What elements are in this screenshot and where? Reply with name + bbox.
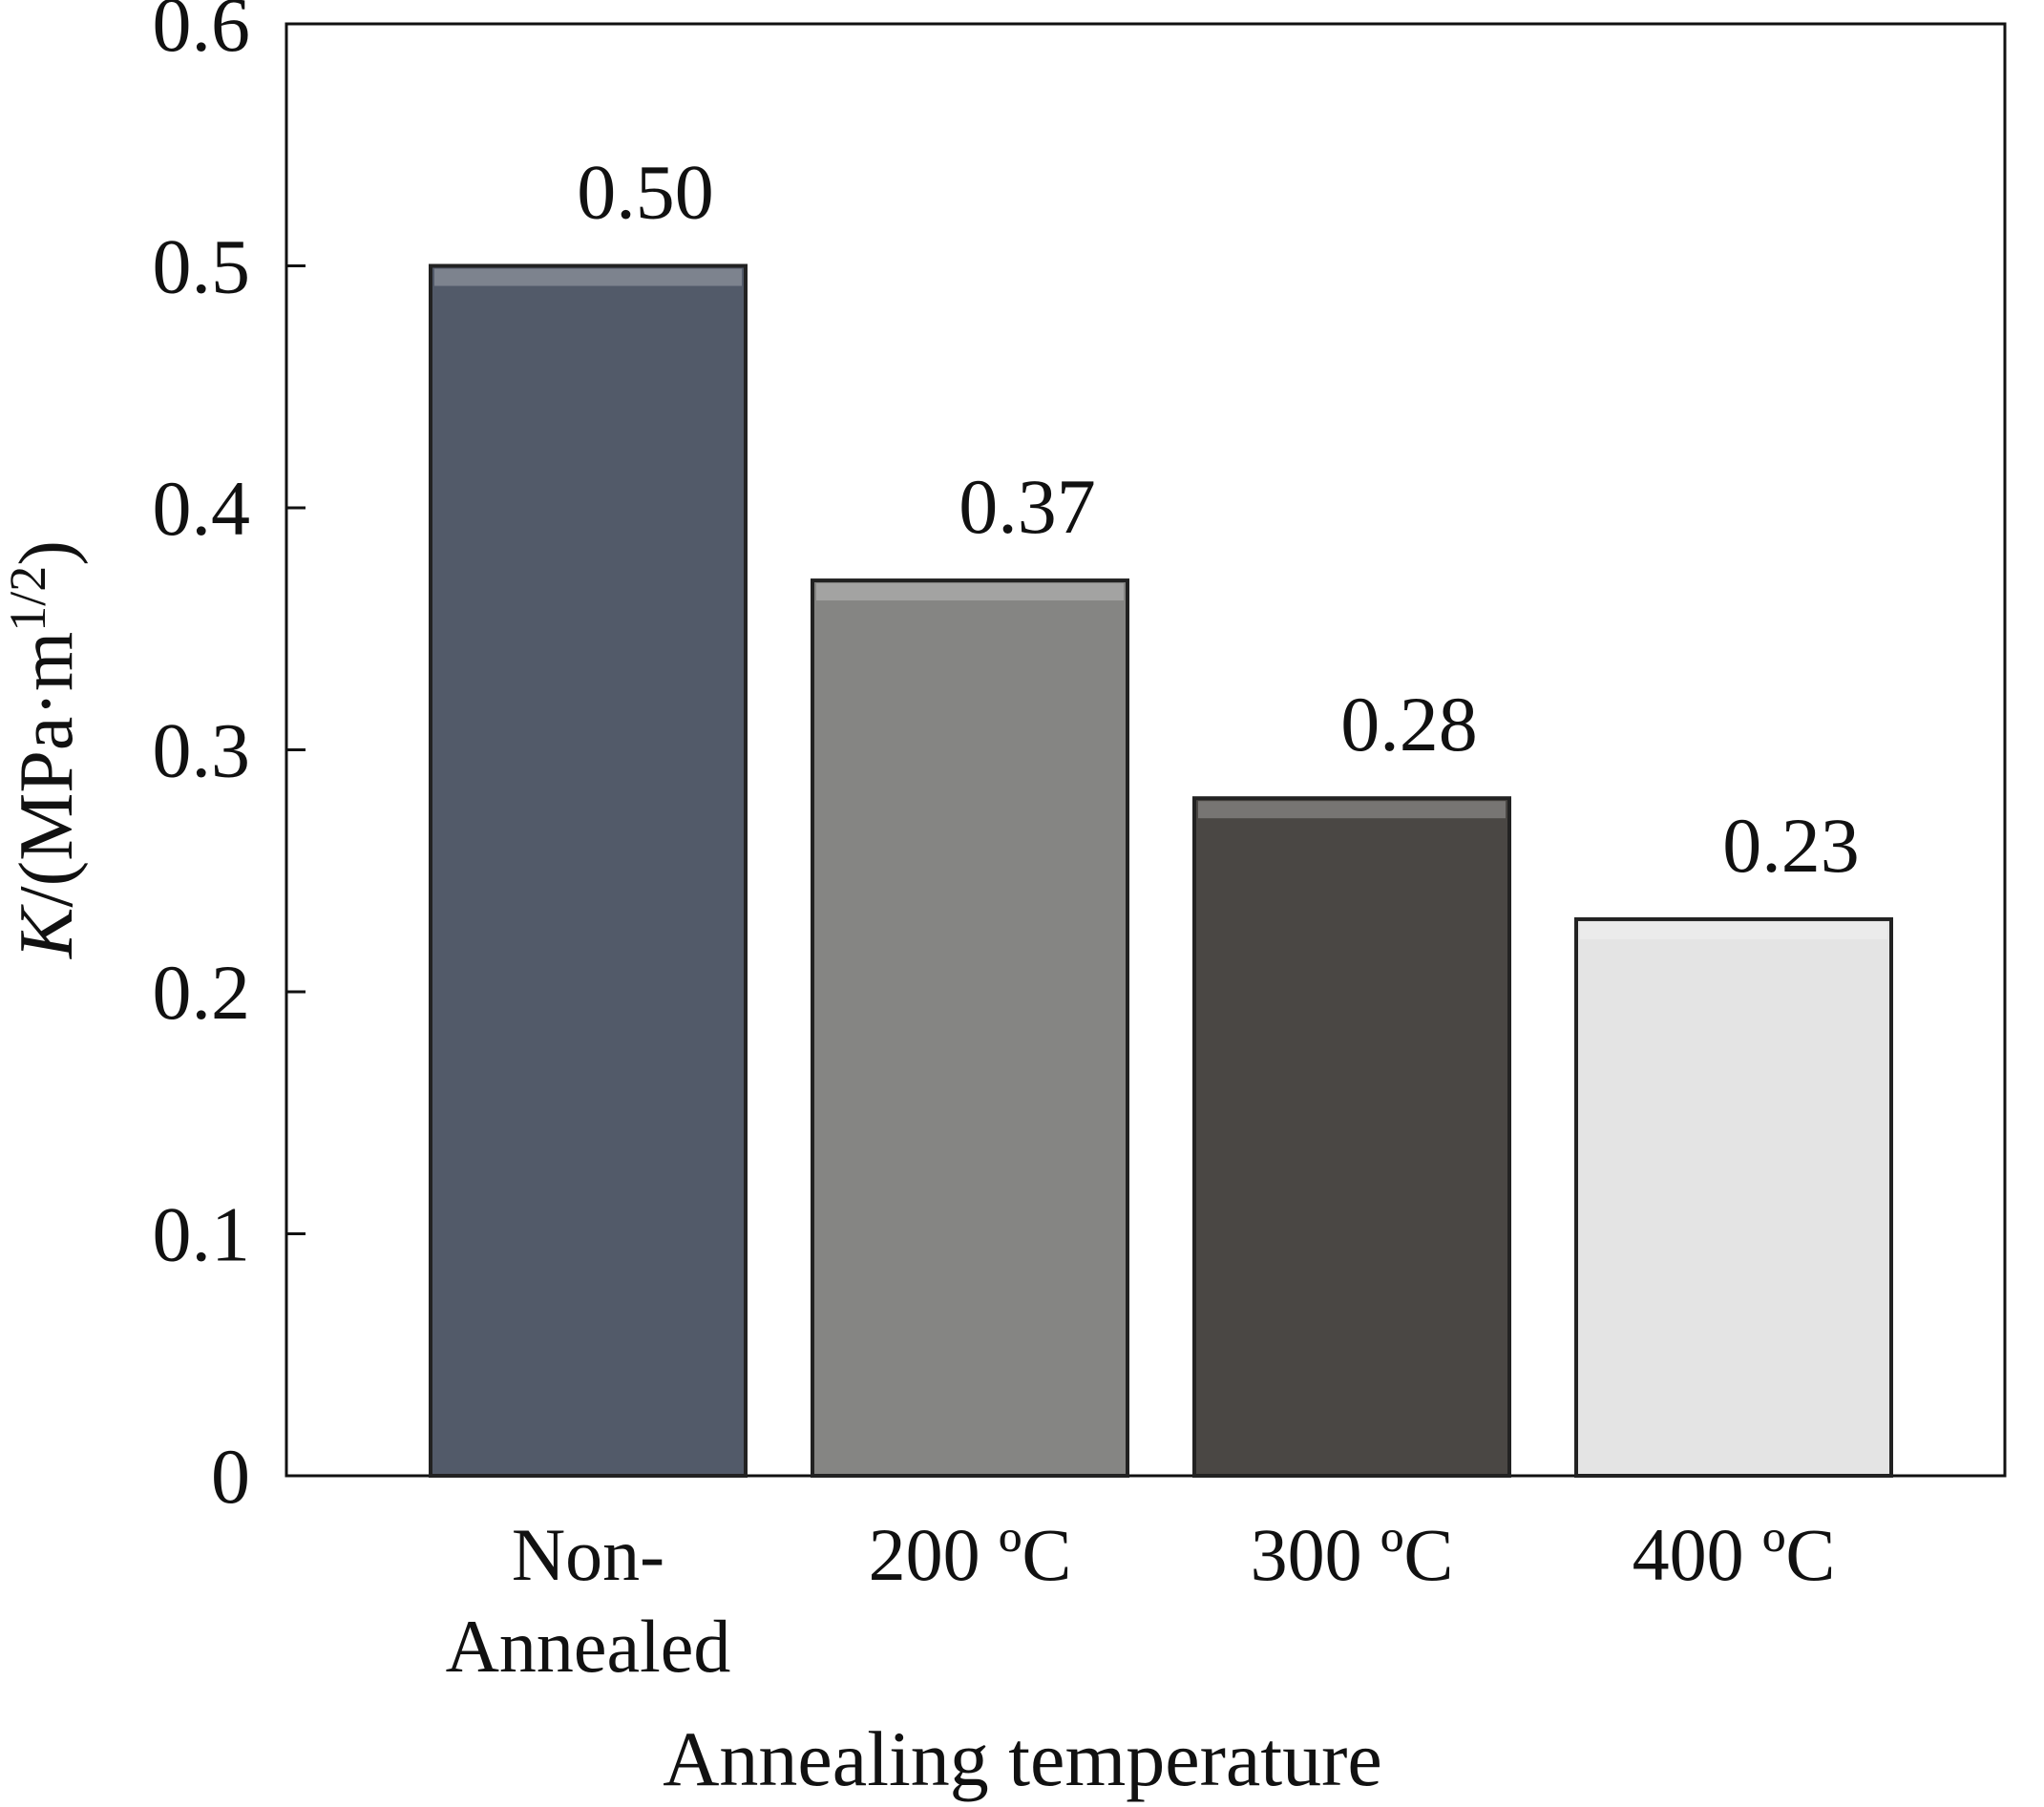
y-tick-label: 0.3 [153,707,251,794]
x-tick-label: Non- Annealed [446,1513,731,1688]
bar-highlight [816,583,1124,601]
y-tick-label: 0.4 [153,465,251,552]
x-tick-label: 300 ºC [1251,1513,1454,1596]
y-title-unit: /(MPa·m [5,632,89,908]
x-tick-label-line: Non- [512,1513,664,1596]
y-tick-label: 0.2 [153,949,251,1036]
x-tick-label: 400 ºC [1633,1513,1836,1596]
bar-highlight [1580,921,1887,939]
x-tick-label: 200 ºC [869,1513,1072,1596]
bar [429,263,748,1478]
y-tick-label: 0.5 [153,223,251,310]
value-label: 0.37 [959,463,1096,550]
bar [1192,796,1511,1478]
bar-highlight [1198,801,1506,819]
y-title-exponent: 1/2 [0,566,56,632]
y-title-close: ) [5,540,89,566]
value-label: 0.28 [1340,681,1478,767]
y-title-symbol: K [5,904,89,959]
bar [811,578,1129,1478]
value-label: 0.23 [1722,802,1860,889]
y-tick-label: 0.6 [153,0,251,68]
bar-highlight [434,268,742,286]
y-axis-title: K/(MPa·m1/2) [0,540,89,959]
x-tick-label-line: Annealed [446,1605,731,1688]
value-label: 0.50 [577,149,714,236]
x-axis-title: Annealing temperature [663,1715,1382,1802]
bar [1574,916,1893,1478]
y-tick-label: 0.1 [153,1191,251,1278]
y-tick-label: 0 [211,1433,250,1520]
